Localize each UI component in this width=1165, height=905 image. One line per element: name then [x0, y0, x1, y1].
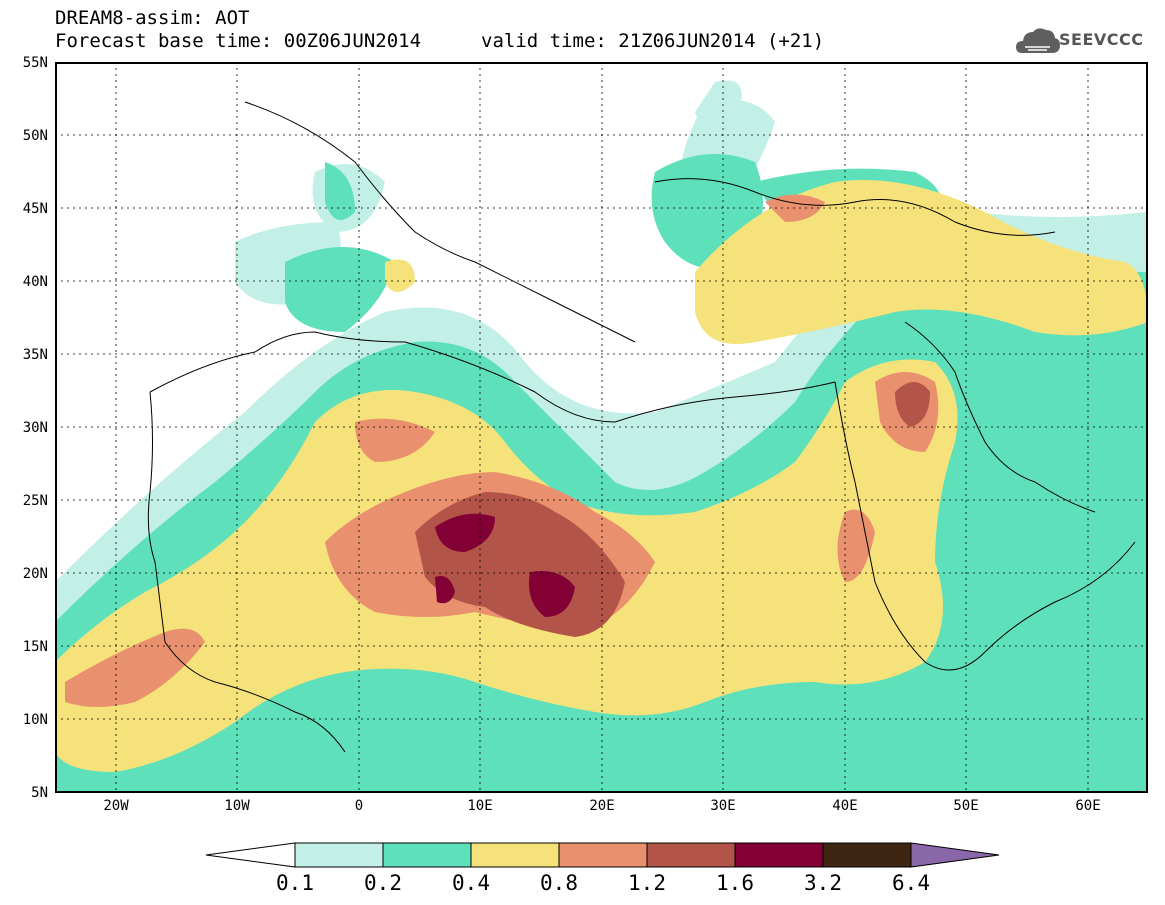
color-bar-label: 0.2 [364, 871, 402, 895]
color-bar-label: 6.4 [892, 871, 930, 895]
color-bar-label: 1.2 [628, 871, 666, 895]
color-bar-segment [470, 842, 560, 868]
coastlines [147, 101, 1136, 753]
lon-label: 0 [354, 798, 364, 814]
color-bar-segment [205, 842, 296, 868]
color-bar-segment [822, 842, 912, 868]
color-bar-label: 3.2 [804, 871, 842, 895]
logo-text: SEEVCCC [1059, 30, 1144, 49]
lat-label: 50N [22, 128, 48, 144]
valid-time: valid time: 21Z06JUN2014 (+21) [481, 30, 825, 52]
color-bar-segment [646, 842, 736, 868]
forecast-base-time: Forecast base time: 00Z06JUN2014 [55, 30, 422, 52]
graticule [55, 62, 1148, 793]
color-bar-label: 0.1 [276, 871, 314, 895]
color-bar-label: 0.8 [540, 871, 578, 895]
lat-label: 40N [22, 274, 48, 290]
lat-label: 45N [22, 201, 48, 217]
aot-map [55, 62, 1148, 793]
color-bar-segment [910, 842, 1000, 868]
color-bar-segment [734, 842, 824, 868]
lon-label: 40E [832, 798, 858, 814]
lat-label: 15N [22, 639, 48, 655]
map-title: DREAM8-assim: AOT [55, 7, 250, 29]
aot-field [55, 62, 1148, 793]
color-bar-label: 1.6 [716, 871, 754, 895]
lon-label: 20W [103, 798, 129, 814]
lat-label: 30N [22, 420, 48, 436]
lat-label: 55N [22, 55, 48, 71]
lon-label: 10E [467, 798, 493, 814]
lat-label: 25N [22, 493, 48, 509]
lon-label: 10W [224, 798, 250, 814]
lat-label: 20N [22, 566, 48, 582]
lon-label: 60E [1075, 798, 1101, 814]
color-bar-segment [558, 842, 648, 868]
lon-label: 30E [710, 798, 736, 814]
lat-label: 5N [31, 785, 48, 801]
lat-label: 10N [22, 712, 48, 728]
lat-label: 35N [22, 347, 48, 363]
color-bar [205, 842, 1000, 868]
color-bar-segment [382, 842, 472, 868]
lon-label: 20E [589, 798, 615, 814]
cloud-icon [1016, 28, 1060, 53]
color-bar-label: 0.4 [452, 871, 490, 895]
color-bar-segment [294, 842, 384, 868]
lon-label: 50E [953, 798, 979, 814]
